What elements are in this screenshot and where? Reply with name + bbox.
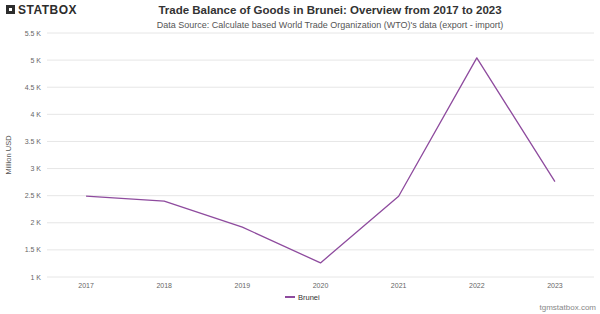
y-tick-label: 2 K	[30, 219, 41, 226]
brand-logo: STATBOX	[6, 3, 77, 17]
logo-icon	[6, 5, 15, 14]
y-tick-label: 4.5 K	[25, 84, 42, 91]
grid-line	[47, 168, 594, 169]
logo-icon-inner	[9, 8, 12, 11]
y-tick-label: 3 K	[30, 165, 41, 172]
watermark: tgmstatbox.com	[540, 303, 597, 312]
chart: STATBOX Trade Balance of Goods in Brunei:…	[0, 0, 600, 314]
grid-line	[47, 60, 594, 61]
x-tick-label: 2023	[547, 282, 563, 289]
grid-line	[47, 87, 594, 88]
x-tick-label: 2021	[391, 282, 407, 289]
x-tick-label: 2022	[469, 282, 485, 289]
legend: Brunei	[285, 293, 320, 302]
y-tick-label: 1.5 K	[25, 246, 42, 253]
title: Trade Balance of Goods in Brunei: Overvi…	[158, 4, 501, 16]
y-axis-label: Million USD	[4, 135, 13, 175]
grid-line	[47, 195, 594, 196]
grid-line	[47, 277, 594, 278]
legend-swatch	[285, 296, 295, 298]
subtitle: Data Source: Calculate based World Trade…	[157, 20, 504, 30]
brand: STATBOX	[18, 3, 77, 17]
y-tick-label: 1 K	[30, 274, 41, 281]
grid	[47, 33, 594, 277]
line-series	[86, 58, 555, 263]
grid-line	[47, 222, 594, 223]
grid-line	[47, 249, 594, 250]
grid-line	[47, 33, 594, 34]
y-tick-label: 2.5 K	[25, 192, 42, 199]
series-group	[86, 58, 555, 263]
grid-line	[47, 141, 594, 142]
y-tick-label: 4 K	[30, 111, 41, 118]
x-tick-label: 2018	[156, 282, 172, 289]
y-tick-label: 3.5 K	[25, 138, 42, 145]
y-tick-label: 5 K	[30, 57, 41, 64]
legend-label: Brunei	[298, 293, 320, 302]
x-tick-label: 2017	[78, 282, 94, 289]
x-tick-label: 2019	[235, 282, 251, 289]
x-tick-label: 2020	[313, 282, 329, 289]
y-tick-label: 5.5 K	[25, 30, 42, 37]
